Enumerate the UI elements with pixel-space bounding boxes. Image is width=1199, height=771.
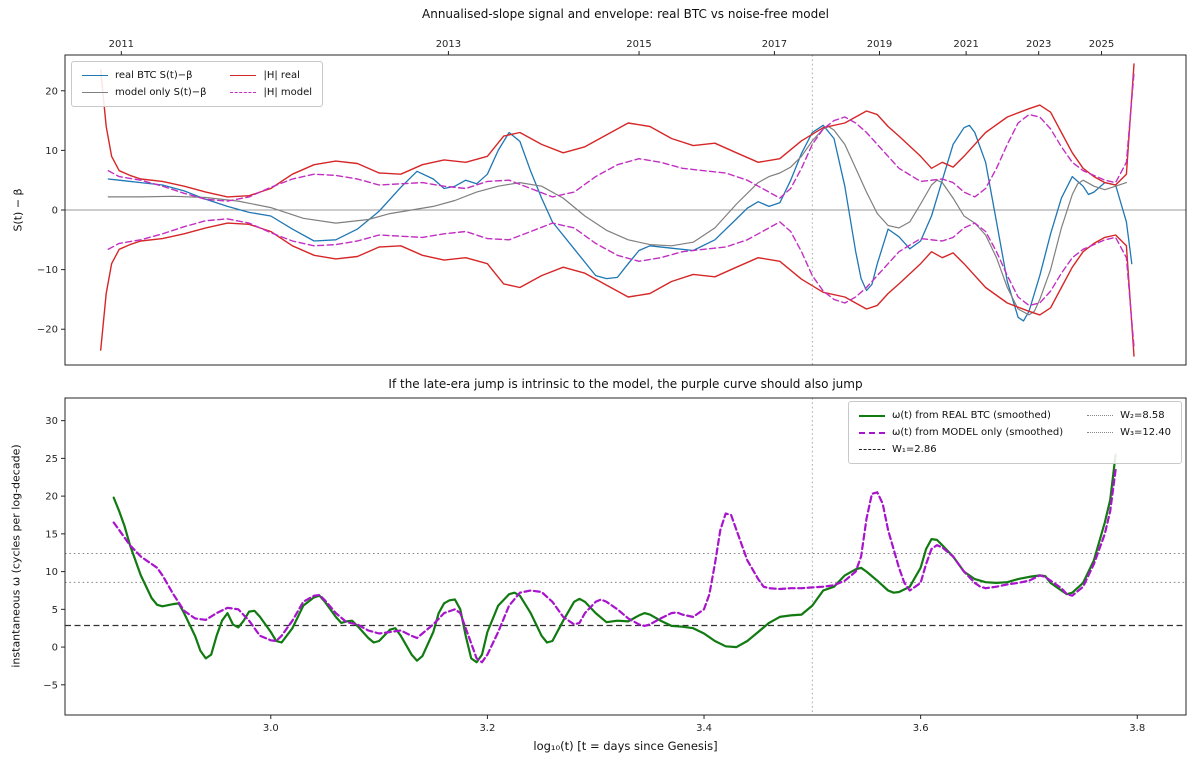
svg-text:3.0: 3.0 [263, 723, 279, 734]
svg-text:2011: 2011 [109, 39, 134, 50]
bottom-chart-canvas: 3.0 3.2 3.4 3.6 3.8 −5 0 5 10 15 20 25 30 [43, 397, 1187, 734]
legend-label: W₂=8.58 [1120, 410, 1165, 421]
svg-text:2019: 2019 [867, 39, 892, 50]
legend-label: ω(t) from REAL BTC (smoothed) [892, 410, 1051, 421]
legend-label: real BTC S(t)−β [115, 70, 193, 81]
top-chart-title: Annualised-slope signal and envelope: re… [422, 7, 829, 21]
legend-item-h-real: |H| real [230, 67, 312, 84]
svg-text:2023: 2023 [1026, 39, 1051, 50]
legend-item-real-btc: real BTC S(t)−β [82, 67, 206, 84]
svg-text:−5: −5 [43, 680, 58, 691]
line-swatch-red [230, 75, 257, 76]
svg-text:2021: 2021 [953, 39, 978, 50]
legend-label: ω(t) from MODEL only (smoothed) [892, 427, 1064, 438]
svg-text:3.8: 3.8 [1129, 723, 1145, 734]
legend-item-omega-real: ω(t) from REAL BTC (smoothed) [859, 407, 1063, 424]
line-swatch-magenta-dashed [230, 92, 257, 93]
bottom-xlabel: log₁₀(t) [t = days since Genesis] [533, 739, 718, 753]
svg-text:3.6: 3.6 [913, 723, 929, 734]
svg-text:0: 0 [52, 643, 58, 654]
svg-text:3.2: 3.2 [479, 723, 495, 734]
legend-label: model only S(t)−β [115, 87, 207, 98]
legend-item-model-only: model only S(t)−β [82, 84, 206, 101]
bottom-chart-title: If the late-era jump is intrinsic to the… [388, 377, 863, 391]
legend-item-w3: W₃=12.40 [1087, 424, 1171, 441]
svg-text:2017: 2017 [762, 39, 787, 50]
line-swatch-black-dashed [859, 449, 886, 450]
svg-text:5: 5 [52, 605, 58, 616]
legend-label: W₁=2.86 [892, 444, 937, 455]
svg-text:2025: 2025 [1089, 39, 1114, 50]
svg-text:2013: 2013 [436, 39, 461, 50]
line-swatch-dotted [1087, 432, 1114, 433]
svg-text:15: 15 [45, 529, 58, 540]
svg-text:−20: −20 [37, 325, 58, 336]
bottom-legend: ω(t) from REAL BTC (smoothed) ω(t) from … [848, 401, 1182, 464]
svg-text:10: 10 [45, 146, 58, 157]
line-swatch-dotted [1087, 415, 1114, 416]
top-chart-canvas: 2011 2013 2015 2017 2019 2021 2023 2025 −20 −10 0 1… [37, 39, 1187, 366]
svg-text:20: 20 [45, 492, 58, 503]
legend-item-omega-model: ω(t) from MODEL only (smoothed) [859, 424, 1063, 441]
legend-label: |H| model [263, 87, 313, 98]
svg-text:0: 0 [52, 206, 58, 217]
svg-text:−10: −10 [37, 265, 58, 276]
line-swatch-green [859, 414, 886, 417]
svg-text:2015: 2015 [626, 39, 651, 50]
svg-text:30: 30 [45, 416, 58, 427]
svg-text:20: 20 [45, 86, 58, 97]
bottom-ylabel: instantaneous ω (cycles per log-decade) [9, 444, 23, 668]
top-ylabel: S(t) − β [11, 188, 25, 232]
line-swatch-purple-dashed [859, 431, 886, 434]
legend-item-h-model: |H| model [230, 84, 312, 101]
top-legend: real BTC S(t)−β model only S(t)−β |H| re… [71, 61, 324, 107]
line-swatch-gray [82, 92, 108, 93]
legend-label: W₃=12.40 [1120, 427, 1171, 438]
svg-text:25: 25 [45, 454, 58, 465]
legend-label: |H| real [263, 70, 300, 81]
legend-item-w2: W₂=8.58 [1087, 407, 1171, 424]
legend-item-w1: W₁=2.86 [859, 441, 1063, 458]
svg-text:10: 10 [45, 567, 58, 578]
svg-text:3.4: 3.4 [696, 723, 712, 734]
line-swatch-blue [82, 75, 108, 76]
